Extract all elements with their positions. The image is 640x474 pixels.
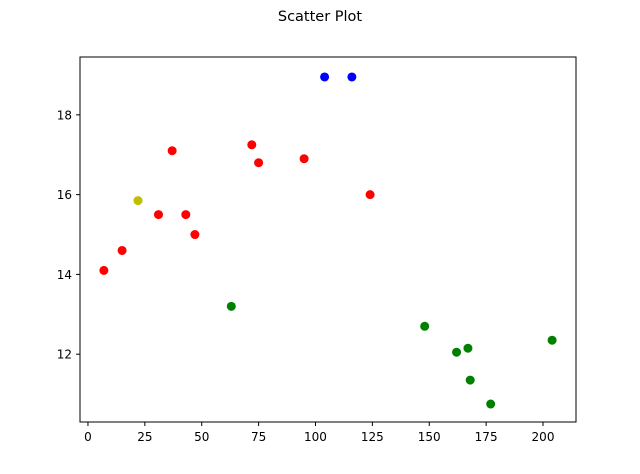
- data-point: [465, 375, 475, 385]
- x-tick-label: 75: [251, 430, 266, 444]
- y-tick-label: 16: [57, 188, 72, 202]
- data-point: [452, 347, 462, 357]
- x-tick-label: 175: [475, 430, 498, 444]
- data-point: [117, 245, 127, 255]
- data-point: [190, 230, 200, 240]
- data-point: [420, 321, 430, 331]
- data-point: [547, 335, 557, 345]
- data-point: [365, 190, 375, 200]
- x-axis-ticks: 0 25 50 75 100 125 150 175 200: [84, 422, 554, 444]
- y-tick-label: 14: [57, 268, 72, 282]
- data-point: [99, 265, 109, 275]
- chart-title: Scatter Plot: [278, 9, 363, 25]
- data-point: [299, 154, 309, 164]
- x-tick-label: 200: [532, 430, 555, 444]
- y-tick-label: 18: [57, 108, 72, 122]
- data-point: [226, 301, 236, 311]
- data-point: [133, 196, 143, 206]
- x-tick-label: 125: [361, 430, 384, 444]
- data-point: [153, 210, 163, 220]
- points-layer: [99, 72, 557, 409]
- data-point: [167, 146, 177, 156]
- plot-frame: [79, 56, 577, 423]
- data-point: [347, 72, 357, 82]
- x-tick-label: 0: [84, 430, 92, 444]
- x-tick-label: 100: [304, 430, 327, 444]
- data-point: [463, 343, 473, 353]
- data-point: [181, 210, 191, 220]
- y-axis-ticks: 12 14 16 18: [57, 108, 80, 362]
- x-tick-label: 50: [194, 430, 209, 444]
- x-tick-label: 150: [418, 430, 441, 444]
- data-point: [247, 140, 257, 150]
- x-tick-label: 25: [137, 430, 152, 444]
- data-point: [486, 399, 496, 409]
- axes-layer: [79, 56, 577, 423]
- data-point: [254, 158, 264, 168]
- data-point: [320, 72, 330, 82]
- y-tick-label: 12: [57, 348, 72, 362]
